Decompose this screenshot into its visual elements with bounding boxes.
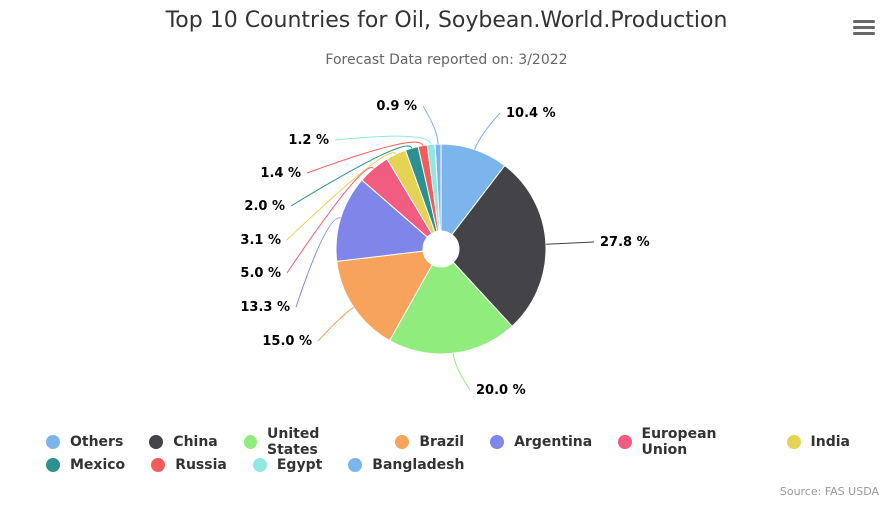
label-connector	[317, 306, 354, 342]
menu-bar	[853, 20, 875, 23]
legend-item-mexico[interactable]: Mexico	[46, 457, 125, 473]
pie-slice-brazil[interactable]	[336, 250, 433, 342]
legend: Others China United States Brazil Argentina E…	[46, 426, 876, 476]
data-label: 10.4 %	[506, 106, 556, 121]
label-connector	[295, 217, 341, 308]
legend-label: United States	[267, 425, 320, 458]
label-connector	[306, 141, 424, 174]
legend-label: China	[173, 433, 218, 450]
data-label: 5.0 %	[240, 266, 281, 281]
legend-item-brazil[interactable]: Brazil	[395, 434, 464, 450]
legend-label: Brazil	[419, 433, 465, 450]
legend-row: Others China United States Brazil Argentina E…	[46, 426, 876, 458]
legend-swatch	[490, 434, 505, 449]
menu-bar	[853, 26, 875, 29]
legend-swatch	[243, 434, 258, 449]
legend-swatch	[348, 457, 363, 472]
legend-label: Mexico	[70, 456, 126, 473]
label-connector	[286, 152, 397, 241]
legend-swatch	[149, 434, 164, 449]
label-connector	[286, 167, 375, 274]
label-connector	[334, 135, 432, 145]
legend-item-others[interactable]: Others	[46, 434, 123, 450]
label-connector	[452, 353, 471, 391]
label-connector	[474, 112, 501, 150]
legend-item-china[interactable]: China	[149, 433, 218, 450]
legend-label: Others	[70, 433, 124, 450]
chart-title: Top 10 Countries for Oil, Soybean.World.…	[165, 8, 728, 33]
legend-label: Russia	[175, 456, 227, 473]
data-label: 27.8 %	[600, 235, 650, 250]
legend-label: Bangladesh	[372, 456, 465, 473]
legend-swatch	[618, 434, 632, 449]
data-label: 13.3 %	[240, 300, 290, 315]
legend-item-russia[interactable]: Russia	[151, 457, 227, 473]
data-label: 1.2 %	[288, 133, 329, 148]
pie-slice-bangladesh[interactable]	[434, 143, 442, 232]
data-label: 20.0 %	[476, 383, 526, 398]
legend-item-india[interactable]: India	[786, 433, 850, 450]
label-connector	[545, 241, 595, 245]
legend-item-united-states[interactable]: United States	[243, 425, 370, 458]
source-credit: Source: FAS USDA	[779, 485, 879, 498]
legend-label: European Union	[641, 425, 717, 458]
legend-label: Argentina	[514, 433, 593, 450]
legend-item-european-union[interactable]: European Union	[618, 426, 760, 458]
data-label: 3.1 %	[240, 233, 281, 248]
legend-item-egypt[interactable]: Egypt	[252, 456, 323, 473]
label-connector	[290, 145, 413, 207]
legend-row: Mexico Russia Egypt Bangladesh	[46, 453, 876, 476]
legend-swatch	[151, 457, 166, 472]
legend-label: Egypt	[276, 456, 323, 473]
data-label: 1.4 %	[260, 166, 301, 181]
data-label: 15.0 %	[262, 334, 312, 349]
label-connector	[422, 105, 439, 145]
legend-swatch	[252, 457, 267, 472]
legend-item-argentina[interactable]: Argentina	[490, 434, 592, 450]
legend-swatch	[46, 457, 60, 472]
pie-slice-united-states[interactable]	[388, 261, 513, 355]
legend-label: India	[810, 433, 850, 450]
pie-slice-others[interactable]	[440, 143, 506, 236]
legend-item-bangladesh[interactable]: Bangladesh	[348, 457, 464, 473]
data-label: 2.0 %	[244, 199, 285, 214]
legend-swatch	[46, 434, 60, 449]
hamburger-menu-icon[interactable]	[851, 17, 877, 39]
data-label: 0.9 %	[376, 99, 417, 114]
chart-subtitle: Forecast Data reported on: 3/2022	[325, 52, 568, 68]
menu-bar	[853, 32, 875, 35]
pie-slice-argentina[interactable]	[335, 179, 429, 262]
legend-swatch	[395, 434, 410, 449]
legend-swatch	[786, 434, 801, 449]
